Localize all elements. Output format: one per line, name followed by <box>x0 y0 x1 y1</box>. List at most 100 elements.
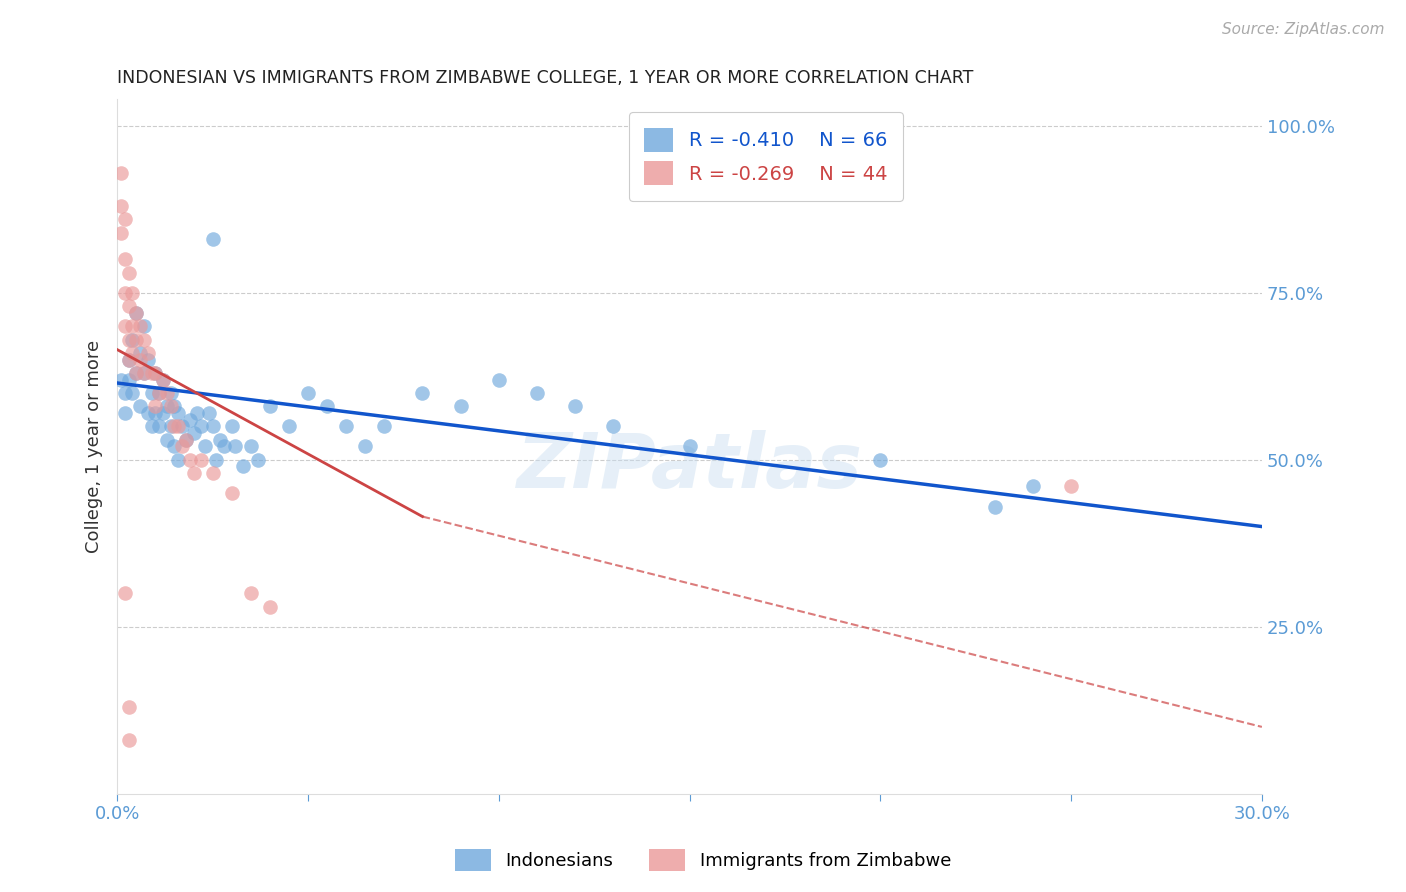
Point <box>201 466 224 480</box>
Point <box>602 419 624 434</box>
Point <box>335 419 357 434</box>
Point <box>129 400 152 414</box>
Point <box>316 400 339 414</box>
Point <box>678 439 700 453</box>
Point <box>114 386 136 401</box>
Point <box>197 406 219 420</box>
Point <box>186 406 208 420</box>
Point <box>163 439 186 453</box>
Point <box>110 373 132 387</box>
Point <box>110 226 132 240</box>
Point <box>159 400 181 414</box>
Point <box>117 733 139 747</box>
Point <box>167 419 190 434</box>
Text: ZIPatlas: ZIPatlas <box>516 430 862 504</box>
Point <box>132 333 155 347</box>
Point <box>488 373 510 387</box>
Point <box>156 433 179 447</box>
Point <box>201 419 224 434</box>
Point <box>125 306 148 320</box>
Legend: Indonesians, Immigrants from Zimbabwe: Indonesians, Immigrants from Zimbabwe <box>447 842 959 879</box>
Point <box>190 452 212 467</box>
Point <box>141 419 163 434</box>
Point <box>136 346 159 360</box>
Point <box>117 352 139 367</box>
Point <box>117 299 139 313</box>
Point <box>373 419 395 434</box>
Point <box>114 406 136 420</box>
Point <box>239 439 262 453</box>
Point <box>526 386 548 401</box>
Point <box>132 366 155 380</box>
Point <box>143 366 166 380</box>
Point <box>564 400 586 414</box>
Point <box>1022 479 1045 493</box>
Point <box>136 406 159 420</box>
Point <box>167 452 190 467</box>
Point <box>984 500 1007 514</box>
Point <box>239 586 262 600</box>
Point <box>247 452 270 467</box>
Point <box>159 419 181 434</box>
Point <box>156 386 179 401</box>
Point <box>117 333 139 347</box>
Point <box>114 212 136 227</box>
Point <box>114 285 136 300</box>
Point <box>129 346 152 360</box>
Point <box>411 386 433 401</box>
Point <box>190 419 212 434</box>
Legend: R = -0.410    N = 66, R = -0.269    N = 44: R = -0.410 N = 66, R = -0.269 N = 44 <box>628 112 903 201</box>
Point <box>121 285 143 300</box>
Point <box>259 599 281 614</box>
Point <box>136 352 159 367</box>
Point <box>117 699 139 714</box>
Point <box>143 400 166 414</box>
Point <box>114 586 136 600</box>
Point <box>297 386 319 401</box>
Point <box>114 319 136 334</box>
Point <box>129 319 152 334</box>
Point <box>1060 479 1083 493</box>
Point <box>205 452 228 467</box>
Point <box>117 352 139 367</box>
Point <box>159 386 181 401</box>
Point <box>152 373 174 387</box>
Point <box>259 400 281 414</box>
Text: INDONESIAN VS IMMIGRANTS FROM ZIMBABWE COLLEGE, 1 YEAR OR MORE CORRELATION CHART: INDONESIAN VS IMMIGRANTS FROM ZIMBABWE C… <box>117 69 973 87</box>
Point <box>125 333 148 347</box>
Point <box>277 419 299 434</box>
Point <box>148 386 170 401</box>
Point <box>148 419 170 434</box>
Point <box>194 439 217 453</box>
Point <box>121 319 143 334</box>
Point <box>869 452 891 467</box>
Point <box>232 459 254 474</box>
Point <box>121 333 143 347</box>
Point <box>141 366 163 380</box>
Point <box>117 373 139 387</box>
Point <box>125 306 148 320</box>
Point <box>224 439 246 453</box>
Point <box>221 486 243 500</box>
Text: Source: ZipAtlas.com: Source: ZipAtlas.com <box>1222 22 1385 37</box>
Point <box>143 366 166 380</box>
Point <box>174 433 197 447</box>
Point <box>170 439 193 453</box>
Point <box>201 232 224 246</box>
Point <box>174 433 197 447</box>
Point <box>114 252 136 267</box>
Point <box>110 199 132 213</box>
Point <box>125 366 148 380</box>
Point <box>354 439 377 453</box>
Point <box>148 386 170 401</box>
Point <box>152 373 174 387</box>
Y-axis label: College, 1 year or more: College, 1 year or more <box>86 340 103 553</box>
Point <box>152 406 174 420</box>
Point <box>110 166 132 180</box>
Point <box>121 386 143 401</box>
Point <box>117 266 139 280</box>
Point <box>167 406 190 420</box>
Point <box>141 386 163 401</box>
Point <box>183 466 205 480</box>
Point <box>221 419 243 434</box>
